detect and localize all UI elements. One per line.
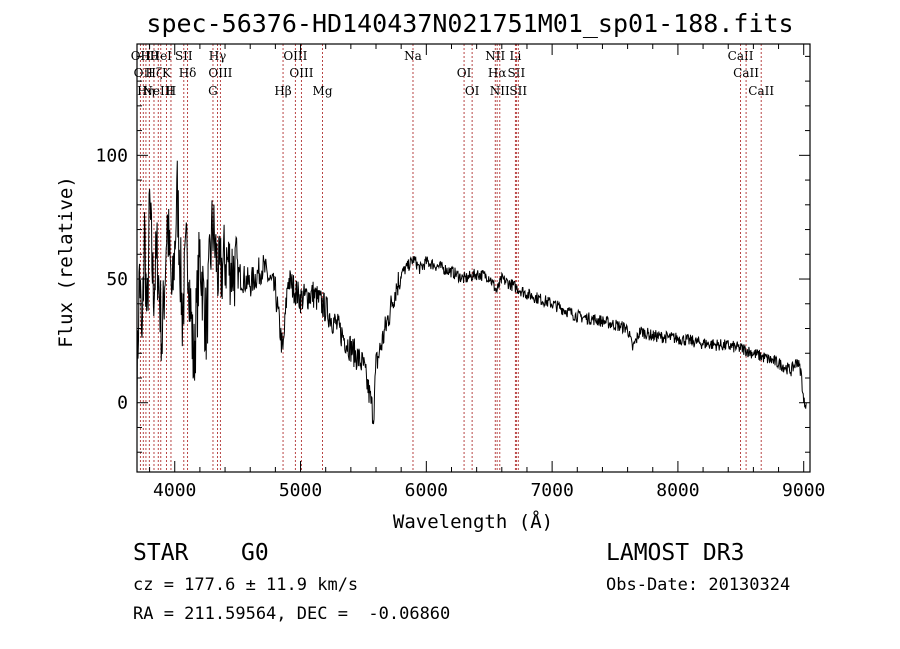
object-subclass: G0	[241, 540, 269, 566]
spectral-line-label: Li	[509, 49, 521, 63]
spectral-line-label: OI	[457, 66, 472, 80]
spectral-line-label: Hδ	[179, 66, 197, 80]
x-tick-label: 9000	[782, 480, 825, 501]
spectral-line-label: Na	[404, 49, 422, 63]
spectral-line-label: Mg	[313, 84, 333, 98]
x-tick-label: 8000	[656, 480, 699, 501]
object-class: STAR	[133, 540, 189, 566]
spectral-line-label: SII	[509, 84, 527, 98]
spectral-line-label: OIII	[208, 66, 232, 80]
y-tick-label: 50	[106, 269, 128, 290]
spectral-line-label: G	[208, 84, 218, 98]
spectral-line-label: Hγ	[209, 49, 227, 63]
spectral-line-label: OI	[465, 84, 480, 98]
spectral-line-label: CaII	[728, 49, 754, 63]
chart-title: spec-56376-HD140437N021751M01_sp01-188.f…	[146, 9, 793, 38]
axis-ticks: 4000 5000 6000 7000 8000 9000 0 50 100	[95, 44, 825, 501]
x-tick-label: 4000	[153, 480, 196, 501]
y-tick-label: 100	[95, 145, 128, 166]
spectral-line-label: OIII	[283, 49, 307, 63]
spectral-line-label: CaII	[733, 66, 759, 80]
x-axis-label: Wavelength (Å)	[393, 510, 553, 533]
spectral-line-label: H	[166, 84, 176, 98]
x-tick-label: 6000	[405, 480, 448, 501]
coordinates: RA = 211.59564, DEC = -0.06860	[133, 604, 451, 624]
plot-frame	[136, 43, 811, 473]
redshift-cz: cz = 177.6 ± 11.9 km/s	[133, 575, 359, 595]
spectral-line-label: OIII	[289, 66, 313, 80]
spectrum-series-line	[136, 160, 807, 433]
spectral-line-label: Hβ	[274, 84, 291, 98]
spectral-lines-layer: OIIOIIHηHθHζNeIIIHeIKHSIIHδGHγOIIIHβOIII…	[131, 44, 774, 472]
y-tick-label: 0	[117, 393, 128, 414]
spectral-line-label: CaII	[748, 84, 774, 98]
spectral-line-label: Hα	[488, 66, 507, 80]
spectral-line-label: K	[162, 66, 172, 80]
survey-name: LAMOST DR3	[606, 540, 745, 566]
spectral-line-label: NeIII	[142, 84, 174, 98]
x-tick-label: 5000	[279, 480, 322, 501]
x-tick-label: 7000	[530, 480, 573, 501]
spectral-line-label: NII	[485, 49, 505, 63]
observation-date: Obs-Date: 20130324	[606, 575, 791, 595]
y-axis-label: Flux (relative)	[55, 176, 77, 348]
spectral-line-label: SII	[508, 66, 526, 80]
spectral-line-label: OII	[134, 66, 154, 80]
spectral-line-label: NII	[490, 84, 510, 98]
spectral-line-label: SII	[175, 49, 193, 63]
spectral-line-label: Hη	[137, 84, 155, 98]
spectral-line-label: HeI	[150, 49, 173, 63]
